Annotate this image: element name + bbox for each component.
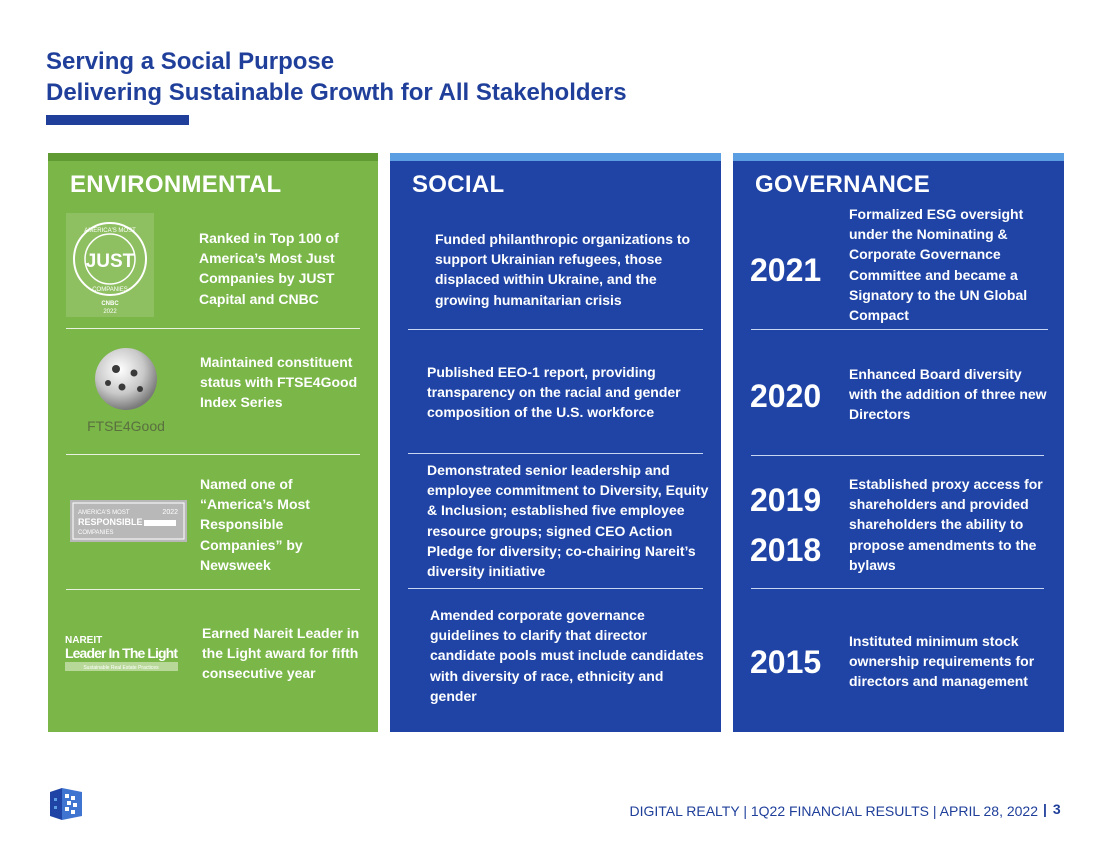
env-item-just: Ranked in Top 100 of America’s Most Just… (199, 230, 339, 307)
newsweek-badge-line1: AMERICA'S MOST (78, 510, 130, 516)
page-number: | 3 (1043, 801, 1061, 817)
social-separator-2 (408, 453, 703, 454)
newsweek-badge-line3: COMPANIES (78, 530, 114, 536)
ftse4good-label: FTSE4Good (87, 418, 165, 434)
title-underline (46, 115, 189, 125)
gov-item-2019-2018: Established proxy access for shareholder… (849, 476, 1043, 573)
env-separator-1 (66, 328, 360, 329)
gov-year-2019: 2019 (750, 482, 822, 518)
env-item-newsweek: Named one of “America’s Most Responsible… (200, 476, 310, 573)
gov-item-2021: Formalized ESG oversight under the Nomin… (849, 206, 1028, 324)
environmental-panel: ENVIRONMENTAL JUST AMERICA'S MOST COMPAN… (48, 153, 378, 732)
gov-separator-1 (751, 329, 1048, 330)
panel-top-bar (390, 153, 721, 161)
social-item-1: Funded philanthropic organizations to su… (435, 231, 691, 308)
social-separator-1 (408, 329, 703, 330)
newsweek-responsible-badge-icon: AMERICA'S MOST RESPONSIBLE COMPANIES 202… (70, 500, 187, 542)
newsweek-badge-line2: RESPONSIBLE (78, 517, 143, 527)
gov-year-2015: 2015 (750, 644, 822, 680)
env-separator-2 (66, 454, 360, 455)
environmental-heading: ENVIRONMENTAL (70, 171, 282, 198)
env-item-nareit: Earned Nareit Leader in the Light award … (202, 625, 360, 682)
social-item-2: Published EEO-1 report, providing transp… (427, 364, 681, 421)
just-badge-year: 2022 (103, 309, 117, 315)
panel-top-bar (48, 153, 378, 161)
just-badge-ring-bottom: COMPANIES (92, 287, 128, 293)
nareit-logo-line3: Sustainable Real Estate Practices (83, 665, 159, 671)
slide-title: Serving a Social Purpose Delivering Sust… (46, 46, 627, 108)
social-item-4: Amended corporate governance guidelines … (430, 607, 704, 704)
gov-separator-3 (751, 588, 1044, 589)
env-item-ftse4good: Maintained constituent status with FTSE4… (200, 354, 358, 411)
governance-panel: GOVERNANCE 2021 Formalized ESG oversight… (733, 153, 1064, 732)
gov-item-2020: Enhanced Board diversity with the additi… (849, 366, 1047, 423)
gov-year-2021: 2021 (750, 252, 822, 288)
nareit-leader-logo-icon: NAREIT Leader In The Light Sustainable R… (63, 631, 181, 673)
just-badge-brand: CNBC (101, 301, 119, 307)
just-badge-ring-top: AMERICA'S MOST (84, 228, 136, 234)
social-heading: SOCIAL (412, 171, 505, 198)
newsweek-badge-year: 2022 (162, 509, 178, 516)
title-line-1: Serving a Social Purpose (46, 48, 335, 75)
footer-text: DIGITAL REALTY | 1Q22 FINANCIAL RESULTS … (629, 803, 1038, 819)
gov-separator-2 (751, 455, 1044, 456)
social-separator-3 (408, 588, 703, 589)
gov-item-2015: Instituted minimum stock ownership requi… (849, 633, 1035, 690)
social-item-3: Demonstrated senior leadership and emplo… (427, 462, 709, 580)
digital-realty-logo-icon (48, 786, 84, 822)
social-panel: SOCIAL Funded philanthropic organization… (390, 153, 721, 732)
just-badge-center: JUST (86, 251, 135, 272)
page-number-value: 3 (1052, 801, 1061, 817)
just-companies-badge-icon: JUST AMERICA'S MOST COMPANIES CNBC 2022 (66, 213, 154, 317)
env-separator-3 (66, 589, 360, 590)
nareit-logo-line2: Leader In The Light (65, 645, 178, 661)
governance-heading: GOVERNANCE (755, 171, 931, 198)
panel-top-bar (733, 153, 1064, 161)
ftse4good-globe-icon: FTSE4Good (78, 343, 174, 438)
gov-year-2020: 2020 (750, 378, 822, 414)
title-line-2: Delivering Sustainable Growth for All St… (46, 79, 627, 106)
nareit-logo-line1: NAREIT (65, 635, 102, 646)
gov-year-2018: 2018 (750, 532, 822, 568)
